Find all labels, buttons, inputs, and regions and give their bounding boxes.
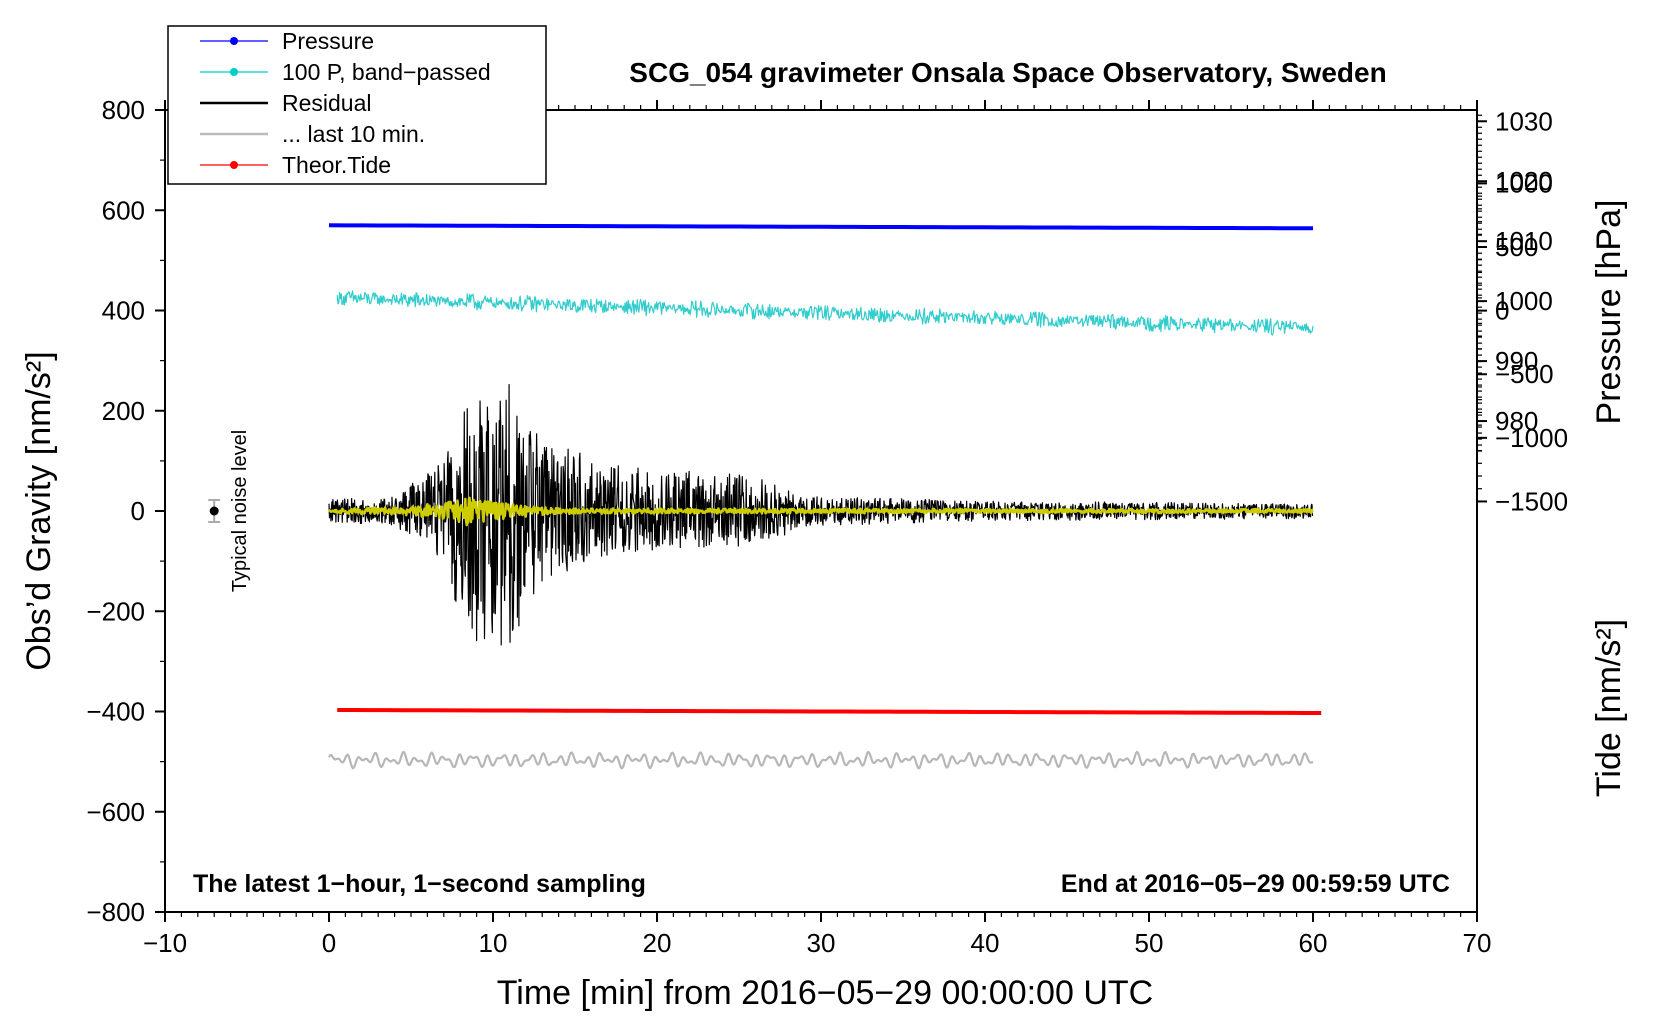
pressure-tick-label: 1010 (1495, 226, 1553, 256)
y-axis-label-pressure: Pressure [hPa] (1590, 200, 1628, 425)
legend-label: ... last 10 min. (282, 121, 425, 147)
legend-label: Theor.Tide (282, 152, 391, 178)
tide-tick-label: 0 (1495, 296, 1509, 326)
pressure-tick-label: 990 (1495, 346, 1538, 376)
legend-marker (230, 37, 238, 45)
series-pressure-line (328, 223, 1314, 231)
y-tick-label-left: 600 (102, 195, 145, 225)
y-tick-label-left: −600 (86, 797, 145, 827)
y-tick-label-left: 200 (102, 396, 145, 426)
tide-tick-label: −1000 (1495, 423, 1568, 453)
sampling-note: The latest 1−hour, 1−second sampling (193, 870, 646, 898)
series-theor-tide-line (337, 708, 1322, 715)
x-tick-label: 50 (1135, 928, 1164, 958)
axes-layer: −10 0 10 20 30 40 50 60 708006004002000−200−400−… (86, 95, 1568, 958)
x-tick-label: 20 (643, 928, 672, 958)
y-tick-label-left: 0 (131, 496, 145, 526)
x-tick-label: 10 (479, 928, 508, 958)
end-time-note: End at 2016−05−29 00:59:59 UTC (1061, 870, 1450, 898)
series-layer (208, 223, 1322, 770)
pressure-tick-label: 1030 (1495, 106, 1553, 136)
y-axis-label-tide: Tide [nm/s²] (1590, 619, 1628, 797)
x-tick-label: 30 (807, 928, 836, 958)
legend-label: 100 P, band−passed (282, 59, 491, 85)
legend-marker (230, 68, 238, 76)
x-tick-label: 70 (1463, 928, 1492, 958)
y-tick-label-left: −200 (86, 596, 145, 626)
noise-marker-dot (209, 506, 219, 516)
pressure-tick-label: 1020 (1495, 166, 1553, 196)
legend: Pressure 100 P, band−passed Residual ... la… (167, 25, 547, 185)
legend-marker (230, 161, 238, 169)
noise-level-label: Typical noise level (229, 430, 251, 592)
series-last-10-min-line (328, 750, 1314, 770)
y-tick-label-left: 800 (102, 95, 145, 125)
y-axis-label-left: Obs’d Gravity [nm/s²] (20, 351, 58, 670)
legend-box (167, 25, 547, 185)
tide-tick-label: 500 (1495, 232, 1538, 262)
x-tick-label: −10 (143, 928, 187, 958)
tide-tick-label: 1000 (1495, 168, 1553, 198)
x-tick-label: 60 (1299, 928, 1328, 958)
x-tick-label: 0 (322, 928, 336, 958)
tide-tick-label: −1500 (1495, 486, 1568, 516)
y-tick-label-left: 400 (102, 296, 145, 326)
pressure-tick-label: 1000 (1495, 286, 1553, 316)
x-tick-label: 40 (971, 928, 1000, 958)
y-tick-label-left: −400 (86, 697, 145, 727)
series-yellow-filtered-line (327, 496, 1314, 527)
series-100-p-band-passed-line (336, 290, 1314, 336)
pressure-tick-label: 980 (1495, 406, 1538, 436)
x-axis-label: Time [min] from 2016−05−29 00:00:00 UTC (497, 974, 1153, 1012)
legend-label: Residual (282, 90, 372, 116)
y-tick-label-left: −800 (86, 897, 145, 927)
chart-title: SCG_054 gravimeter Onsala Space Observat… (629, 57, 1386, 88)
tide-tick-label: −500 (1495, 359, 1554, 389)
legend-label: Pressure (282, 28, 374, 54)
